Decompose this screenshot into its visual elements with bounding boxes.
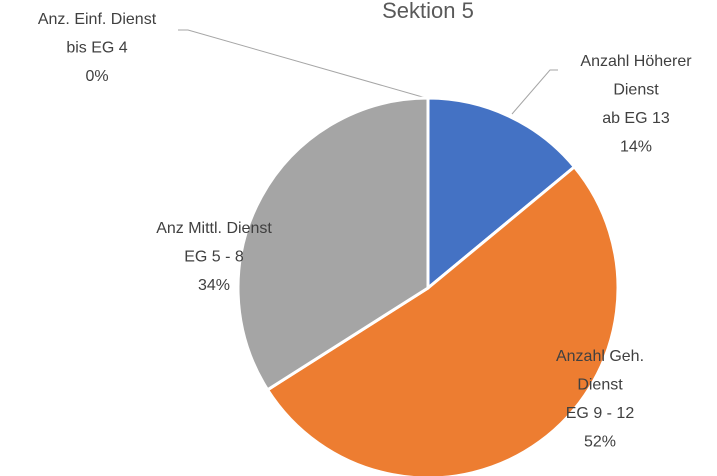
leader-line [511, 69, 558, 115]
slice-label: ab EG 13 [602, 110, 670, 127]
value-label: 14% [620, 139, 652, 156]
slice-label: EG 5 - 8 [184, 249, 244, 266]
slice-label: Anzahl Höherer [580, 53, 692, 70]
labels: Anzahl Höherer Dienst ab EG 13 14% Anzahl Ge… [38, 11, 692, 451]
slice-label: Anzahl Geh. [556, 348, 644, 365]
chart-title: Sektion 5 [382, 0, 474, 23]
pie-slice [236, 96, 430, 392]
value-label: 34% [198, 277, 230, 294]
pie-slice [266, 165, 620, 476]
value-label: 52% [584, 434, 616, 451]
pie-slice [426, 96, 576, 290]
slice-label: Anz Mittl. Dienst [156, 220, 272, 237]
slice-label: Dienst [613, 82, 659, 99]
slice-label: bis EG 4 [66, 40, 127, 57]
value-label: 0% [85, 68, 108, 85]
leader-line [178, 29, 427, 99]
slices [236, 96, 620, 476]
slice-label: Anz. Einf. Dienst [38, 11, 157, 28]
slice-label: Dienst [577, 377, 623, 394]
slice-label: EG 9 - 12 [566, 405, 635, 422]
